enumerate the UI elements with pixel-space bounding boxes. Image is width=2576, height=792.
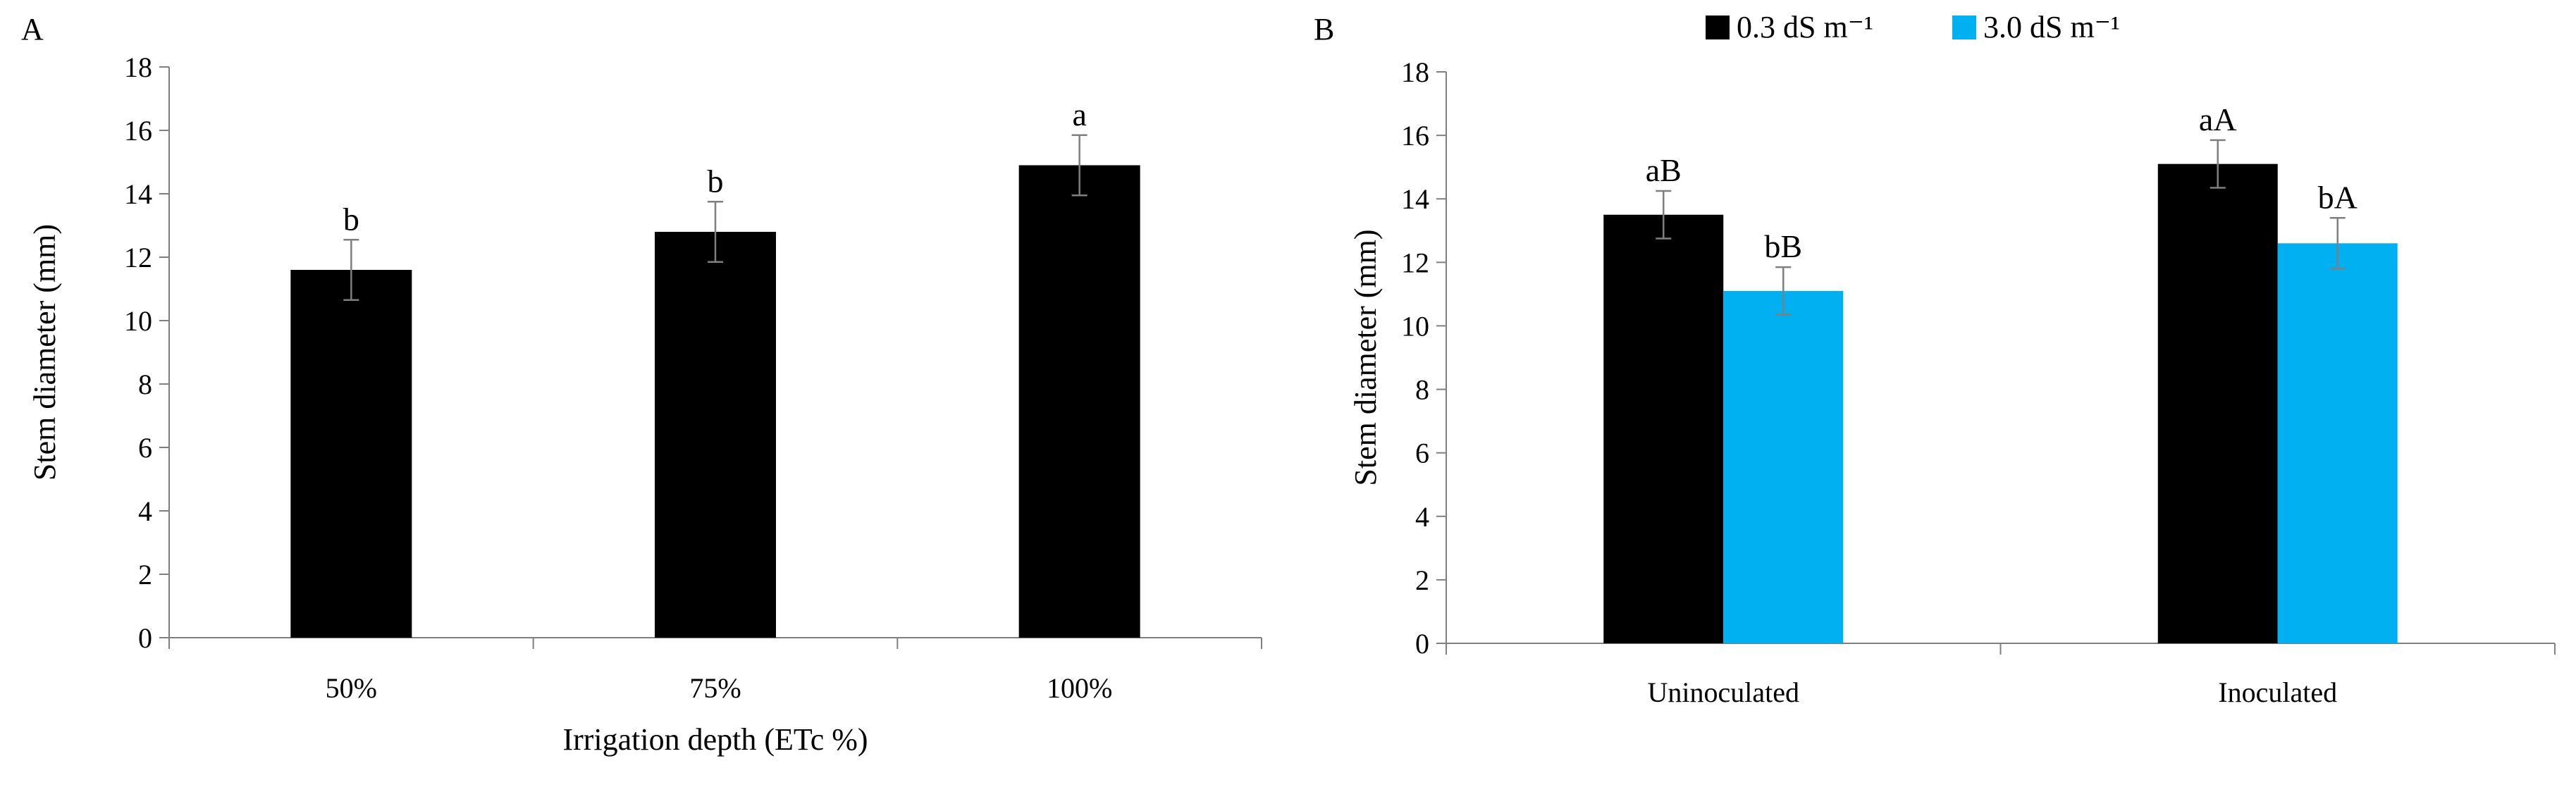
legend-swatch bbox=[1706, 16, 1730, 39]
y-tick-label: 10 bbox=[124, 305, 152, 337]
chart-panel-B: B 0 2 4 6 8 10 12 14 16 18 Uninoculated Inoculated aB… bbox=[1314, 10, 2556, 708]
panel-label: A bbox=[21, 12, 44, 47]
bar bbox=[290, 270, 412, 638]
bar bbox=[1723, 290, 1844, 643]
panel-label: B bbox=[1314, 12, 1334, 47]
y-tick-label: 14 bbox=[1401, 183, 1429, 215]
significance-letter: b bbox=[343, 201, 359, 237]
significance-letter: bB bbox=[1764, 228, 1802, 264]
x-tick-label: Uninoculated bbox=[1648, 676, 1800, 708]
y-tick-label: 8 bbox=[138, 369, 152, 400]
y-tick-label: 2 bbox=[1415, 564, 1429, 596]
y-tick-label: 2 bbox=[138, 559, 152, 590]
y-tick-label: 10 bbox=[1401, 310, 1429, 342]
y-tick-label: 4 bbox=[138, 495, 152, 527]
y-tick-label: 6 bbox=[1415, 438, 1429, 469]
y-tick-label: 12 bbox=[1401, 247, 1429, 278]
y-tick-label: 8 bbox=[1415, 374, 1429, 406]
bar bbox=[655, 232, 776, 638]
y-axis-label: Stem diameter (mm) bbox=[1348, 229, 1383, 485]
legend: 0.3 dS m⁻¹ 3.0 dS m⁻¹ bbox=[1706, 10, 2120, 44]
bar bbox=[2277, 243, 2398, 643]
y-tick-label: 6 bbox=[138, 432, 152, 464]
y-tick-label: 14 bbox=[124, 178, 152, 210]
x-tick-label: Inoculated bbox=[2218, 676, 2337, 708]
x-tick-label: 100% bbox=[1047, 672, 1112, 704]
y-tick-label: 18 bbox=[124, 51, 152, 83]
y-tick-label: 12 bbox=[124, 242, 152, 273]
y-tick-label: 0 bbox=[1415, 628, 1429, 660]
significance-letter: bA bbox=[2318, 179, 2358, 215]
legend-swatch bbox=[1952, 16, 1976, 39]
x-axis-label: Irrigation depth (ETc %) bbox=[562, 722, 868, 757]
y-tick-label: 0 bbox=[138, 622, 152, 654]
significance-letter: b bbox=[708, 163, 724, 199]
significance-letter: aB bbox=[1646, 152, 1682, 188]
bar bbox=[1018, 165, 1140, 638]
bar bbox=[1603, 214, 1724, 643]
legend-label: 3.0 dS m⁻¹ bbox=[1983, 10, 2120, 44]
y-tick-label: 18 bbox=[1401, 56, 1429, 88]
significance-letter: a bbox=[1072, 97, 1086, 132]
y-tick-label: 16 bbox=[1401, 120, 1429, 151]
legend-label: 0.3 dS m⁻¹ bbox=[1737, 10, 1873, 44]
y-tick-label: 4 bbox=[1415, 501, 1429, 533]
y-axis-label: Stem diameter (mm) bbox=[27, 224, 62, 481]
bar bbox=[2157, 163, 2278, 643]
y-tick-label: 16 bbox=[124, 115, 152, 147]
x-tick-label: 75% bbox=[689, 672, 741, 704]
x-tick-label: 50% bbox=[326, 672, 377, 704]
chart-panel-A: A 0 2 4 6 8 10 12 14 16 18 50% 75% 100% b b a Stem diamet… bbox=[21, 12, 1262, 757]
significance-letter: aA bbox=[2199, 101, 2237, 137]
